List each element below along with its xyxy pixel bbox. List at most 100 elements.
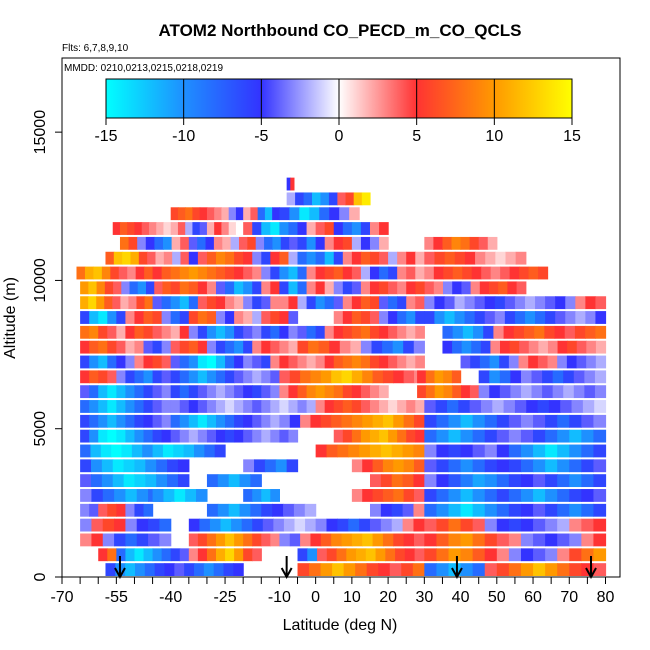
heat-cell xyxy=(585,296,597,310)
heat-cell xyxy=(145,459,157,473)
heat-cell xyxy=(288,311,299,324)
heat-cell xyxy=(484,474,498,488)
heat-cell xyxy=(104,281,114,295)
heat-cell xyxy=(504,296,516,310)
heat-cell xyxy=(199,207,208,221)
heat-cell xyxy=(510,370,522,384)
heat-cell xyxy=(252,429,262,443)
heat-cell xyxy=(89,400,99,413)
heat-cell xyxy=(257,207,266,221)
heat-cell xyxy=(272,207,281,221)
heat-cell xyxy=(545,489,558,502)
heat-cell xyxy=(379,355,389,369)
heat-cell xyxy=(442,236,453,250)
heat-cell xyxy=(393,370,405,384)
heat-cell xyxy=(89,414,99,428)
heat-cell xyxy=(520,429,534,443)
heat-cell xyxy=(206,400,217,413)
heat-cell xyxy=(472,444,486,458)
heat-cell xyxy=(225,296,235,310)
heat-cell xyxy=(557,429,570,443)
x-tick-label: -70 xyxy=(50,589,73,606)
heat-cell xyxy=(129,281,139,295)
heat-cell xyxy=(80,518,93,532)
heat-cell xyxy=(146,281,155,295)
heat-cell xyxy=(148,518,160,532)
heat-cell xyxy=(288,429,299,443)
heat-cell xyxy=(270,340,280,354)
heat-cell xyxy=(90,459,103,473)
heat-cell xyxy=(474,296,486,310)
heat-cell xyxy=(243,266,253,280)
x-axis-label: Latitude (deg N) xyxy=(283,617,398,634)
heat-cell xyxy=(593,429,607,443)
heat-cell xyxy=(385,548,396,562)
heat-cell xyxy=(261,503,273,517)
heat-cell xyxy=(188,548,199,562)
heat-cell xyxy=(170,296,181,310)
heat-cell xyxy=(279,281,290,295)
heat-cell xyxy=(403,489,415,502)
heat-cell xyxy=(454,251,466,265)
heat-cell xyxy=(307,548,318,562)
heat-cell xyxy=(575,311,586,324)
heat-cell xyxy=(299,207,310,221)
heat-cell xyxy=(481,266,492,280)
heat-cell xyxy=(98,370,108,384)
heat-cell xyxy=(188,340,199,354)
heat-cell xyxy=(234,251,244,265)
heat-cell xyxy=(104,296,113,310)
heat-cell xyxy=(360,385,371,399)
heat-cell xyxy=(406,355,416,369)
heat-cell xyxy=(545,533,558,547)
heat-cell xyxy=(586,355,597,369)
heat-cell xyxy=(379,325,389,339)
heat-cell xyxy=(315,325,326,339)
heat-cell xyxy=(513,325,525,339)
heat-cell xyxy=(197,385,208,399)
heat-cell xyxy=(111,444,123,458)
heat-cell xyxy=(213,236,223,250)
heat-cell xyxy=(569,548,582,562)
heat-cell xyxy=(397,251,407,265)
heat-cell xyxy=(206,222,215,235)
x-tick-label: -40 xyxy=(159,589,182,606)
heat-cell xyxy=(134,474,146,488)
heat-cell xyxy=(339,340,351,354)
heat-cell xyxy=(369,518,382,532)
heat-cell xyxy=(170,281,181,295)
heat-cell xyxy=(306,222,317,235)
heat-cell xyxy=(542,385,554,399)
heat-cell xyxy=(225,340,235,354)
heat-cell xyxy=(576,355,587,369)
heat-cell xyxy=(145,236,155,250)
heat-cell xyxy=(424,518,438,532)
heat-cell xyxy=(112,459,125,473)
heat-cell xyxy=(424,444,438,458)
heat-cell xyxy=(547,340,559,354)
heat-cell xyxy=(261,311,271,324)
heat-cell xyxy=(402,444,415,458)
heat-cell xyxy=(472,503,486,517)
heat-cell xyxy=(261,400,271,413)
heat-cell xyxy=(80,489,93,502)
heat-cell xyxy=(234,355,244,369)
heat-cell xyxy=(484,563,498,576)
heat-cell xyxy=(116,325,127,339)
heat-cell xyxy=(434,385,445,399)
heat-cell xyxy=(424,311,435,324)
heat-cell xyxy=(261,489,271,502)
heat-cell xyxy=(388,400,398,413)
heat-cell xyxy=(351,533,363,547)
heat-cell xyxy=(403,459,415,473)
heat-cell xyxy=(342,355,353,369)
heat-cell xyxy=(369,444,382,458)
heat-cell xyxy=(261,385,271,399)
heat-cell xyxy=(297,355,308,369)
heat-cell xyxy=(494,296,506,310)
heat-cell xyxy=(112,296,121,310)
heat-cell xyxy=(484,296,496,310)
heat-cell xyxy=(164,563,175,576)
heat-cell xyxy=(494,311,506,324)
heat-cell xyxy=(545,563,558,576)
